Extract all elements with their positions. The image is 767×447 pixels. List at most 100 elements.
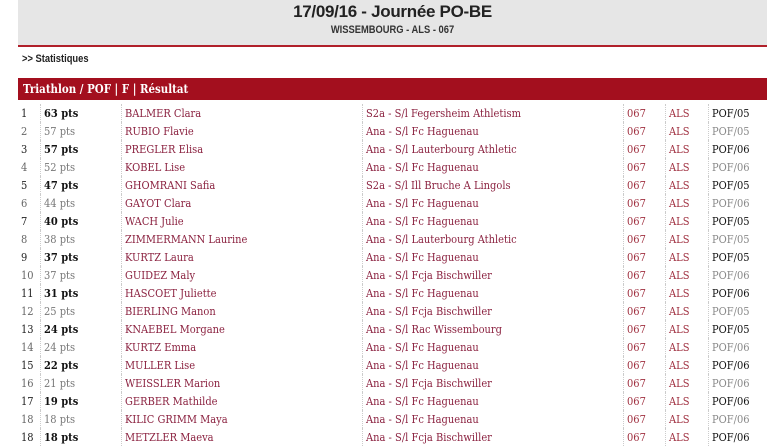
cell-category: POF/06 — [708, 194, 767, 212]
cell-athlete-name[interactable]: WEISSLER Marion — [121, 374, 363, 392]
athlete-name-text[interactable]: METZLER Maeva — [125, 430, 214, 444]
cell-athlete-name[interactable]: PREGLER Elisa — [121, 140, 363, 158]
athlete-name-text[interactable]: GHOMRANI Safia — [125, 178, 216, 192]
category-text: POF/05 — [712, 232, 750, 246]
cell-athlete-name[interactable]: GUIDEZ Maly — [121, 266, 363, 284]
cell-rank: 1 — [18, 104, 40, 122]
cell-category: POF/05 — [708, 302, 767, 320]
club-text: Ana - S/l Lauterbourg Athletic — [366, 142, 518, 156]
cell-club: Ana - S/l Lauterbourg Athletic — [362, 140, 624, 158]
department-text: 067 — [626, 232, 646, 246]
points-text: 18 pts — [43, 412, 76, 426]
cell-athlete-name[interactable]: HASCOET Juliette — [121, 284, 363, 302]
athlete-name-text[interactable]: GUIDEZ Maly — [125, 268, 196, 282]
points-text: 19 pts — [43, 394, 79, 408]
region-text: ALS — [669, 322, 690, 336]
cell-athlete-name[interactable]: BALMER Clara — [121, 104, 363, 122]
cell-rank: 17 — [18, 392, 40, 410]
athlete-name-text[interactable]: KILIC GRIMM Maya — [125, 412, 228, 426]
cell-athlete-name[interactable]: GHOMRANI Safia — [121, 176, 363, 194]
club-text: Ana - S/l Fc Haguenau — [366, 250, 480, 264]
athlete-name-text[interactable]: ZIMMERMANN Laurine — [125, 232, 248, 246]
section-header: Triathlon / POF | F | Résultat — [18, 78, 767, 100]
club-text: Ana - S/l Lauterbourg Athletic — [366, 232, 518, 246]
cell-region: ALS — [665, 284, 709, 302]
cell-athlete-name[interactable]: KNAEBEL Morgane — [121, 320, 363, 338]
athlete-name-text[interactable]: WEISSLER Marion — [125, 376, 221, 390]
cell-athlete-name[interactable]: METZLER Maeva — [121, 428, 363, 446]
athlete-name-text[interactable]: KNAEBEL Morgane — [125, 322, 226, 336]
club-text: Ana - S/l Fc Haguenau — [366, 160, 480, 174]
page-subtitle: WISSEMBOURG - ALS - 067 — [330, 24, 455, 36]
cell-department: 067 — [622, 356, 666, 374]
rank-text: 8 — [21, 232, 28, 246]
category-text: POF/05 — [712, 304, 750, 318]
cell-club: Ana - S/l Fcja Bischwiller — [362, 266, 624, 284]
cell-club: Ana - S/l Fc Haguenau — [362, 248, 624, 266]
cell-athlete-name[interactable]: GERBER Mathilde — [121, 392, 363, 410]
points-text: 44 pts — [43, 196, 76, 210]
rank-text: 15 — [21, 358, 34, 372]
cell-athlete-name[interactable]: KURTZ Emma — [121, 338, 363, 356]
cell-region: ALS — [665, 104, 709, 122]
club-text: Ana - S/l Fc Haguenau — [366, 340, 480, 354]
category-text: POF/05 — [712, 106, 750, 120]
table-row: 11 31 pts HASCOET Juliette Ana - S/l Fc Hag… — [18, 284, 767, 302]
cell-region: ALS — [665, 356, 709, 374]
department-text: 067 — [626, 358, 646, 372]
athlete-name-text[interactable]: BIERLING Manon — [125, 304, 216, 318]
cell-points: 37 pts — [39, 248, 122, 266]
athlete-name-text[interactable]: HASCOET Juliette — [125, 286, 217, 300]
cell-rank: 3 — [18, 140, 40, 158]
rank-text: 7 — [21, 214, 28, 228]
statistiques-link[interactable]: >> Statistiques — [22, 53, 89, 65]
table-row: 10 37 pts GUIDEZ Maly Ana - S/l Fcja Bischw… — [18, 266, 767, 284]
club-text: Ana - S/l Fc Haguenau — [366, 286, 480, 300]
cell-department: 067 — [622, 428, 666, 446]
cell-rank: 18 — [18, 428, 40, 446]
cell-club: Ana - S/l Rac Wissembourg — [362, 320, 624, 338]
cell-category: POF/05 — [708, 104, 767, 122]
page-title: 17/09/16 - Journée PO-BE — [293, 2, 492, 21]
region-text: ALS — [669, 286, 690, 300]
athlete-name-text[interactable]: RUBIO Flavie — [125, 124, 194, 138]
cell-department: 067 — [622, 374, 666, 392]
athlete-name-text[interactable]: BALMER Clara — [125, 106, 202, 120]
category-text: POF/05 — [712, 250, 750, 264]
region-text: ALS — [669, 304, 690, 318]
cell-athlete-name[interactable]: GAYOT Clara — [121, 194, 363, 212]
department-text: 067 — [626, 106, 646, 120]
region-text: ALS — [669, 178, 690, 192]
cell-region: ALS — [665, 248, 709, 266]
category-text: POF/05 — [712, 322, 750, 336]
athlete-name-text[interactable]: KURTZ Laura — [125, 250, 194, 264]
region-text: ALS — [669, 232, 690, 246]
department-text: 067 — [626, 304, 646, 318]
cell-club: Ana - S/l Fc Haguenau — [362, 410, 624, 428]
table-row: 18 18 pts KILIC GRIMM Maya Ana - S/l Fc Hag… — [18, 410, 767, 428]
cell-club: Ana - S/l Fcja Bischwiller — [362, 428, 624, 446]
athlete-name-text[interactable]: GERBER Mathilde — [125, 394, 218, 408]
section-title: Triathlon / POF | F | Résultat — [23, 81, 189, 96]
cell-athlete-name[interactable]: KOBEL Lise — [121, 158, 363, 176]
cell-athlete-name[interactable]: MULLER Lise — [121, 356, 363, 374]
category-text: POF/06 — [712, 142, 750, 156]
cell-athlete-name[interactable]: WACH Julie — [121, 212, 363, 230]
region-text: ALS — [669, 412, 690, 426]
cell-rank: 9 — [18, 248, 40, 266]
athlete-name-text[interactable]: WACH Julie — [125, 214, 184, 228]
cell-region: ALS — [665, 266, 709, 284]
athlete-name-text[interactable]: GAYOT Clara — [125, 196, 192, 210]
athlete-name-text[interactable]: KOBEL Lise — [125, 160, 186, 174]
cell-athlete-name[interactable]: KURTZ Laura — [121, 248, 363, 266]
cell-athlete-name[interactable]: BIERLING Manon — [121, 302, 363, 320]
athlete-name-text[interactable]: KURTZ Emma — [125, 340, 197, 354]
athlete-name-text[interactable]: MULLER Lise — [125, 358, 196, 372]
athlete-name-text[interactable]: PREGLER Elisa — [125, 142, 204, 156]
cell-athlete-name[interactable]: KILIC GRIMM Maya — [121, 410, 363, 428]
cell-athlete-name[interactable]: ZIMMERMANN Laurine — [121, 230, 363, 248]
cell-athlete-name[interactable]: RUBIO Flavie — [121, 122, 363, 140]
region-text: ALS — [669, 394, 690, 408]
cell-department: 067 — [622, 266, 666, 284]
cell-region: ALS — [665, 392, 709, 410]
